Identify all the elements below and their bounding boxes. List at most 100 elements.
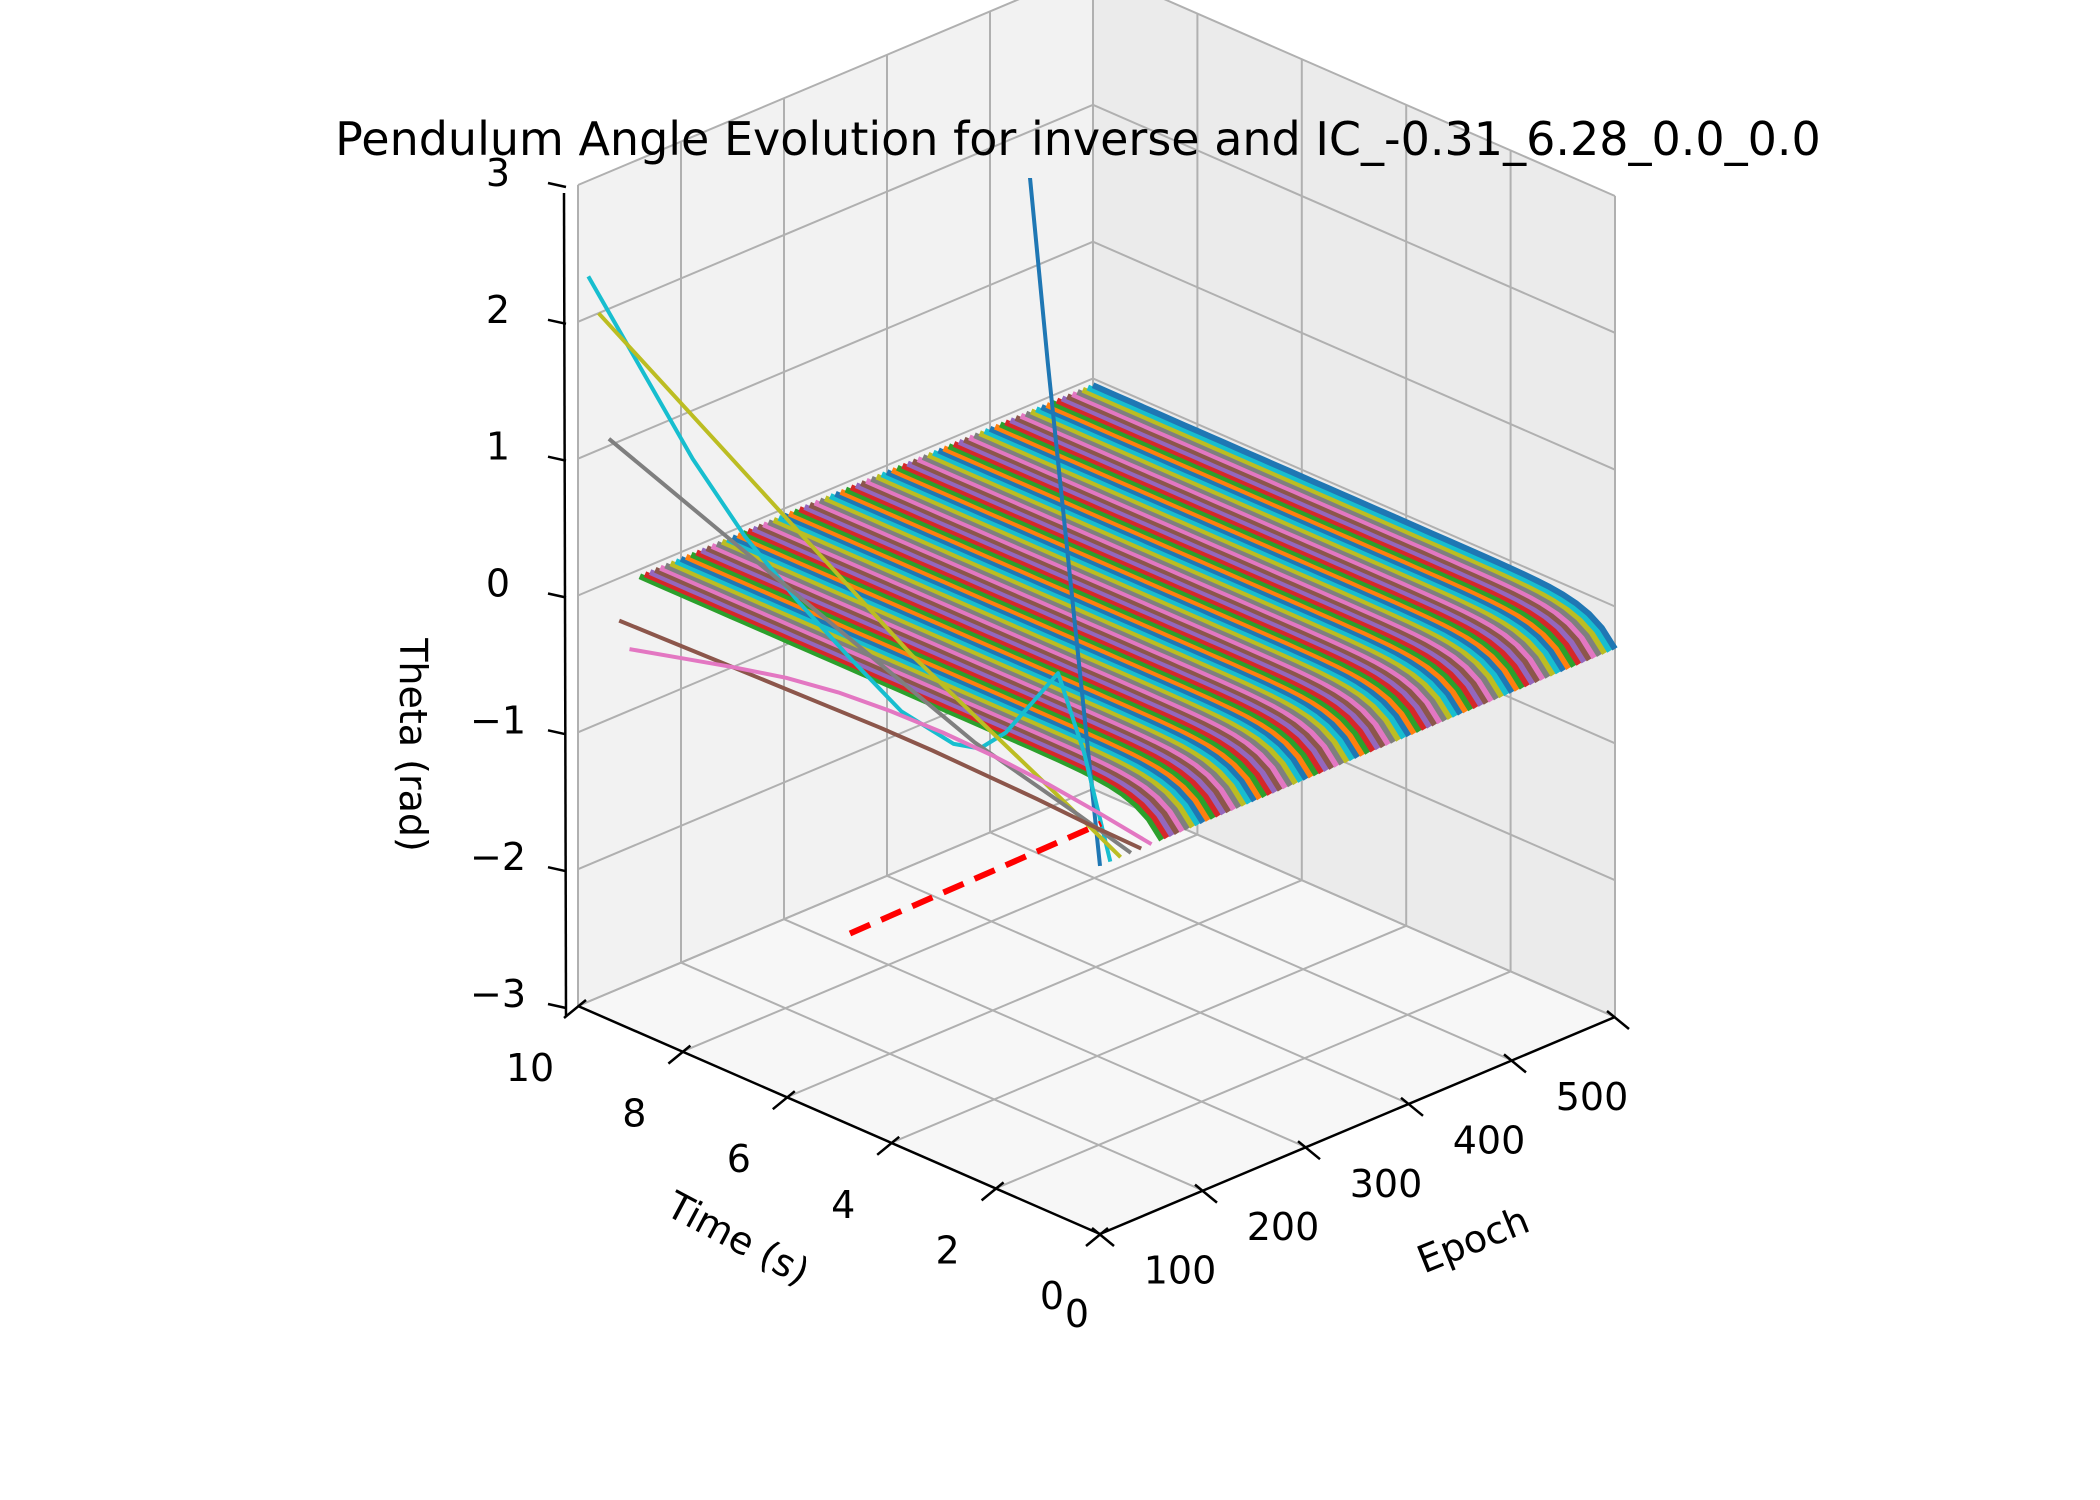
surface-curve bbox=[721, 538, 1247, 807]
surface-curve bbox=[1091, 382, 1618, 651]
x-tick bbox=[1400, 1096, 1424, 1117]
z-tick-label: 2 bbox=[486, 288, 510, 332]
z-tick bbox=[547, 181, 567, 189]
surface-curve bbox=[947, 443, 1474, 712]
surface-curve bbox=[973, 432, 1500, 701]
surface-curve bbox=[906, 460, 1433, 729]
surface-curve bbox=[860, 480, 1386, 749]
x-tick bbox=[1091, 1227, 1115, 1247]
series-line bbox=[597, 311, 1123, 859]
series-line bbox=[629, 647, 1153, 846]
surface-curve bbox=[921, 454, 1448, 723]
surface-curve bbox=[808, 501, 1335, 770]
surface-curve bbox=[674, 558, 1201, 827]
x-tick-label: 500 bbox=[1556, 1075, 1629, 1119]
surface-curve bbox=[1040, 404, 1567, 673]
surface-curve bbox=[932, 449, 1458, 718]
x-tick-label: 300 bbox=[1350, 1162, 1423, 1206]
y-tick bbox=[563, 999, 587, 1019]
surface-curve bbox=[787, 510, 1314, 779]
surface-curve bbox=[988, 425, 1515, 694]
surface-curve bbox=[803, 504, 1330, 773]
x-tick-label: 400 bbox=[1453, 1118, 1526, 1162]
surface-curve bbox=[1014, 415, 1541, 684]
surface-curve bbox=[777, 514, 1304, 783]
surface-curve bbox=[1086, 384, 1613, 653]
reference-line bbox=[848, 820, 1103, 937]
surface-curve bbox=[824, 495, 1350, 764]
y-tick bbox=[667, 1044, 692, 1065]
grid-line-z bbox=[577, 0, 1616, 197]
converged-surface bbox=[638, 382, 1618, 842]
surface-curve bbox=[638, 573, 1165, 842]
z-axis-line bbox=[562, 192, 568, 1017]
surface-curve bbox=[767, 519, 1294, 788]
surface-curve bbox=[839, 488, 1366, 757]
series-lines bbox=[586, 178, 1153, 867]
surface-curve bbox=[1066, 393, 1592, 662]
surface-curve bbox=[993, 423, 1520, 692]
y-tick-label: 10 bbox=[506, 1046, 554, 1090]
surface-curve bbox=[968, 434, 1494, 703]
y-tick bbox=[772, 1090, 796, 1111]
surface-curve bbox=[963, 436, 1489, 705]
surface-curve bbox=[1030, 408, 1556, 677]
grid-line-z bbox=[577, 240, 1616, 471]
x-tick bbox=[1503, 1053, 1527, 1074]
surface-curve bbox=[896, 465, 1422, 733]
surface-curve bbox=[834, 491, 1361, 759]
floor-pane bbox=[578, 789, 1615, 1234]
surface-curve bbox=[999, 421, 1525, 690]
y-tick-label: 0 bbox=[1040, 1274, 1064, 1318]
axis-lines bbox=[547, 181, 1630, 1247]
z-tick bbox=[547, 592, 567, 599]
surface-curve bbox=[865, 478, 1391, 746]
x-tick bbox=[1606, 1010, 1630, 1030]
surface-curve bbox=[829, 493, 1355, 762]
surface-curve bbox=[978, 430, 1505, 699]
series-line bbox=[618, 618, 1143, 851]
surface-curve bbox=[844, 486, 1371, 755]
surface-curve bbox=[901, 462, 1428, 731]
z-tick bbox=[547, 729, 567, 736]
x-tick-label: 100 bbox=[1144, 1249, 1217, 1293]
z-tick-label: 0 bbox=[486, 562, 510, 606]
surface-curve bbox=[927, 452, 1453, 720]
y-axis-label: Time (s) bbox=[659, 1182, 817, 1294]
z-axis-label: Theta (rad) bbox=[391, 637, 435, 852]
surface-curve bbox=[942, 445, 1469, 714]
y-tick bbox=[980, 1181, 1005, 1202]
y-tick bbox=[876, 1135, 900, 1156]
y-tick bbox=[1085, 1227, 1109, 1247]
y-tick-label: 6 bbox=[727, 1137, 751, 1181]
surface-curve bbox=[664, 562, 1191, 831]
surface-curve bbox=[1004, 419, 1531, 688]
surface-curve bbox=[1024, 410, 1551, 679]
surface-curve bbox=[983, 428, 1510, 697]
surface-curve bbox=[854, 482, 1381, 751]
surface-curve bbox=[880, 471, 1407, 740]
surface-curve bbox=[695, 549, 1222, 818]
chart-title: Pendulum Angle Evolution for inverse and… bbox=[335, 112, 1821, 166]
surface-curve bbox=[705, 545, 1232, 814]
z-tick bbox=[547, 1002, 567, 1010]
x-axis-line bbox=[1099, 1015, 1616, 1236]
surface-curve bbox=[741, 530, 1268, 799]
tick-labels: 0 100 200 300 400 500 0 2 4 6 8 10 −3 −2 −1 0 1 2 3 bbox=[470, 151, 1628, 1336]
x-tick-label: 200 bbox=[1247, 1205, 1320, 1249]
z-tick-label: 1 bbox=[486, 425, 510, 469]
surface-curve bbox=[690, 551, 1216, 820]
surface-curve bbox=[911, 458, 1438, 727]
surface-curve bbox=[782, 512, 1309, 781]
surface-curve bbox=[731, 534, 1258, 803]
surface-curve bbox=[710, 543, 1237, 812]
y-tick-label: 4 bbox=[831, 1183, 855, 1227]
surface-curve bbox=[885, 469, 1412, 738]
y-tick-label: 8 bbox=[622, 1092, 646, 1136]
surface-curve bbox=[793, 508, 1319, 777]
surface-curve bbox=[669, 560, 1196, 829]
surface-curve bbox=[875, 473, 1402, 742]
z-tick bbox=[547, 318, 567, 326]
surface-curve bbox=[679, 556, 1206, 825]
